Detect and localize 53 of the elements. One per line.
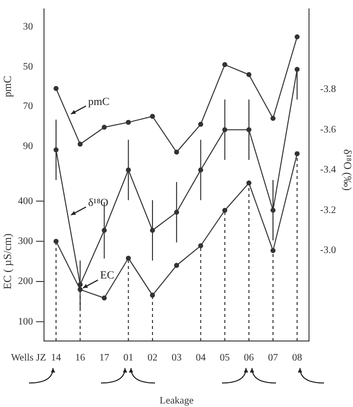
- point: [246, 72, 252, 78]
- y3-tick-label: 100: [18, 316, 33, 328]
- point: [294, 151, 300, 156]
- y-tick-label: 30: [23, 22, 33, 33]
- point: [294, 34, 300, 40]
- point: [270, 248, 276, 254]
- point: [270, 116, 276, 121]
- point: [222, 62, 228, 68]
- y3-tick-label: 300: [18, 236, 33, 247]
- point: [174, 262, 180, 268]
- x-tick-label: 03: [172, 352, 182, 364]
- x-tick-label: 17: [99, 352, 110, 364]
- point: [198, 122, 204, 127]
- y3-tick-label: 200: [18, 276, 33, 288]
- series-label: δ¹⁸O: [88, 197, 108, 210]
- point: [54, 238, 59, 244]
- y2-axis-title: δ¹⁸O (‰): [341, 149, 353, 191]
- point: [198, 243, 204, 248]
- point: [78, 142, 83, 147]
- point: [102, 295, 107, 300]
- y-tick-label: 90: [23, 140, 33, 152]
- y-axis-title: pmC: [2, 76, 14, 98]
- x-tick-label: 02: [147, 352, 158, 364]
- x-tick-label: 08: [292, 352, 302, 364]
- y2-tick-label: -3.0: [320, 245, 336, 256]
- text: Leakage: [160, 396, 194, 407]
- point: [174, 150, 180, 155]
- point: [126, 120, 131, 125]
- x-axis-title: Wells JZ: [11, 352, 46, 364]
- x-tick-label: 05: [220, 352, 230, 364]
- series-label: EC: [100, 269, 114, 282]
- point: [222, 208, 228, 213]
- series-label: pmC: [88, 96, 110, 108]
- y3-tick-label: 400: [18, 196, 33, 207]
- point: [126, 256, 131, 261]
- point: [54, 86, 59, 92]
- y3-axis-title: EC ( µS/cm): [2, 233, 14, 290]
- point: [246, 180, 252, 186]
- point: [150, 292, 155, 298]
- y2-tick-label: -3.4: [320, 164, 336, 176]
- y-tick-label: 70: [23, 101, 33, 112]
- x-tick-label: 04: [196, 352, 206, 364]
- y2-tick-label: -3.6: [320, 124, 336, 136]
- y2-tick-label: -3.8: [320, 84, 336, 96]
- x-tick-label: 06: [244, 352, 254, 364]
- point: [150, 114, 155, 119]
- x-tick-label: 07: [268, 352, 278, 364]
- point: [102, 124, 107, 130]
- x-tick-label: 01: [123, 352, 134, 364]
- x-tick-label: 16: [75, 352, 86, 364]
- y-tick-label: 50: [23, 61, 33, 72]
- y2-tick-label: -3.2: [320, 204, 336, 216]
- x-tick-label: 14: [51, 352, 62, 364]
